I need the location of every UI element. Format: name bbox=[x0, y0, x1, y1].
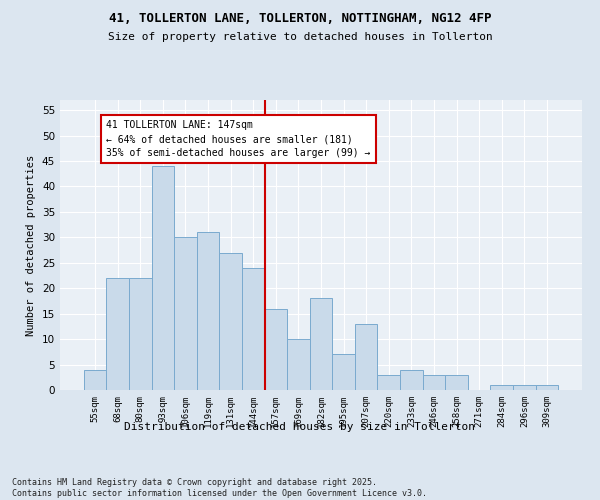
Bar bbox=[422, 374, 445, 390]
Bar bbox=[490, 385, 513, 390]
Bar bbox=[84, 370, 106, 390]
Bar bbox=[129, 278, 152, 390]
Bar bbox=[513, 385, 536, 390]
Y-axis label: Number of detached properties: Number of detached properties bbox=[26, 154, 37, 336]
Bar bbox=[220, 252, 242, 390]
Bar bbox=[152, 166, 174, 390]
Text: Distribution of detached houses by size in Tollerton: Distribution of detached houses by size … bbox=[125, 422, 476, 432]
Bar bbox=[400, 370, 422, 390]
Bar bbox=[332, 354, 355, 390]
Bar bbox=[287, 339, 310, 390]
Text: Size of property relative to detached houses in Tollerton: Size of property relative to detached ho… bbox=[107, 32, 493, 42]
Bar bbox=[536, 385, 558, 390]
Bar bbox=[377, 374, 400, 390]
Bar bbox=[106, 278, 129, 390]
Bar bbox=[197, 232, 220, 390]
Bar bbox=[355, 324, 377, 390]
Text: 41 TOLLERTON LANE: 147sqm
← 64% of detached houses are smaller (181)
35% of semi: 41 TOLLERTON LANE: 147sqm ← 64% of detac… bbox=[106, 120, 371, 158]
Bar bbox=[174, 238, 197, 390]
Bar bbox=[242, 268, 265, 390]
Text: 41, TOLLERTON LANE, TOLLERTON, NOTTINGHAM, NG12 4FP: 41, TOLLERTON LANE, TOLLERTON, NOTTINGHA… bbox=[109, 12, 491, 26]
Bar bbox=[265, 308, 287, 390]
Text: Contains HM Land Registry data © Crown copyright and database right 2025.
Contai: Contains HM Land Registry data © Crown c… bbox=[12, 478, 427, 498]
Bar bbox=[310, 298, 332, 390]
Bar bbox=[445, 374, 468, 390]
